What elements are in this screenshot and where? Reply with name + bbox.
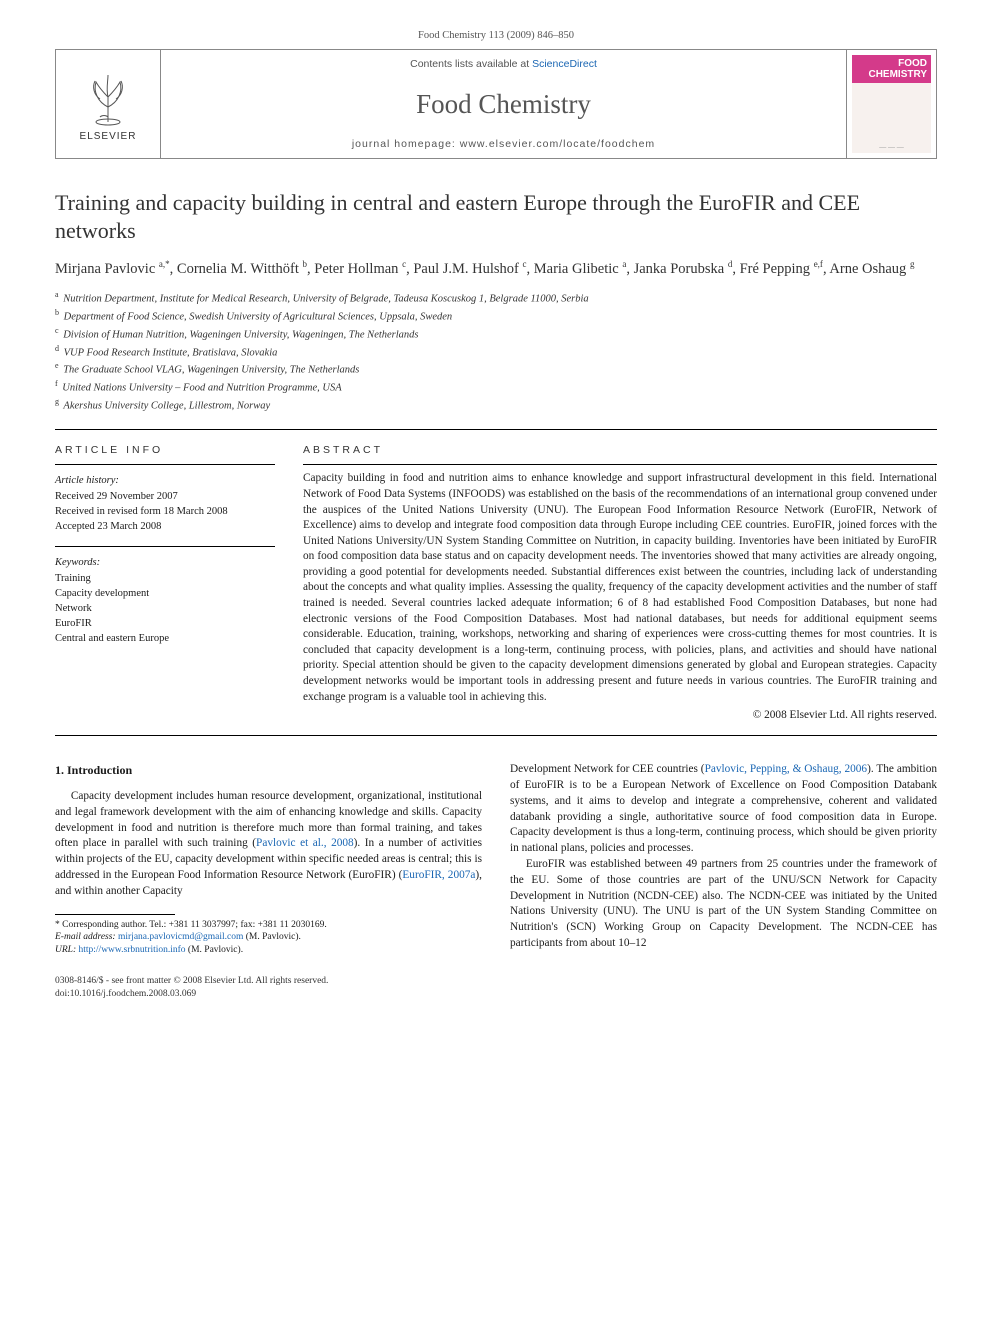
body-paragraph: EuroFIR was established between 49 partn… bbox=[510, 857, 937, 952]
keyword: Central and eastern Europe bbox=[55, 631, 275, 646]
affiliation: c Division of Human Nutrition, Wageninge… bbox=[55, 325, 937, 343]
sciencedirect-link[interactable]: ScienceDirect bbox=[532, 58, 597, 70]
citation-link[interactable]: Pavlovic et al., 2008 bbox=[256, 837, 354, 849]
footnote-block: * Corresponding author. Tel.: +381 11 30… bbox=[55, 919, 482, 957]
url-attribution: (M. Pavlovic). bbox=[188, 945, 243, 955]
journal-homepage-line: journal homepage: www.elsevier.com/locat… bbox=[352, 138, 655, 150]
affiliation-list: a Nutrition Department, Institute for Me… bbox=[55, 289, 937, 413]
abstract-copyright: © 2008 Elsevier Ltd. All rights reserved… bbox=[303, 709, 937, 721]
history-received: Received 29 November 2007 bbox=[55, 489, 275, 504]
doi-line: doi:10.1016/j.foodchem.2008.03.069 bbox=[55, 988, 937, 1001]
publisher-label: ELSEVIER bbox=[80, 131, 137, 142]
publisher-block: ELSEVIER bbox=[56, 50, 161, 158]
body-paragraph: Development Network for CEE countries (P… bbox=[510, 762, 937, 857]
citation-link[interactable]: Pavlovic, Pepping, & Oshaug, 2006 bbox=[705, 763, 868, 775]
corresponding-email-link[interactable]: mirjana.pavlovicmd@gmail.com bbox=[118, 932, 243, 942]
affiliation: g Akershus University College, Lillestro… bbox=[55, 396, 937, 414]
keyword: EuroFIR bbox=[55, 616, 275, 631]
body-text: Development Network for CEE countries ( bbox=[510, 763, 705, 775]
affiliation: e The Graduate School VLAG, Wageningen U… bbox=[55, 360, 937, 378]
page-footer: 0308-8146/$ - see front matter © 2008 El… bbox=[55, 975, 937, 1001]
homepage-prefix: journal homepage: bbox=[352, 138, 460, 150]
elsevier-tree-icon bbox=[78, 67, 138, 127]
contents-prefix: Contents lists available at bbox=[410, 58, 532, 70]
article-info-heading: ARTICLE INFO bbox=[55, 444, 275, 456]
email-label: E-mail address: bbox=[55, 932, 116, 942]
affiliation: d VUP Food Research Institute, Bratislav… bbox=[55, 343, 937, 361]
affiliation: b Department of Food Science, Swedish Un… bbox=[55, 307, 937, 325]
section-1-heading: 1. Introduction bbox=[55, 762, 482, 779]
article-title: Training and capacity building in centra… bbox=[55, 189, 937, 244]
body-paragraph: Capacity development includes human reso… bbox=[55, 789, 482, 900]
history-accepted: Accepted 23 March 2008 bbox=[55, 519, 275, 534]
issn-line: 0308-8146/$ - see front matter © 2008 El… bbox=[55, 975, 937, 988]
abstract-text: Capacity building in food and nutrition … bbox=[303, 471, 937, 705]
citation-link[interactable]: EuroFIR, 2007a bbox=[402, 869, 475, 881]
body-text: ). The ambition of EuroFIR is to be a Eu… bbox=[510, 763, 937, 854]
keywords-block: Keywords: Training Capacity development … bbox=[55, 553, 275, 654]
body-columns: 1. Introduction Capacity development inc… bbox=[55, 762, 937, 957]
keyword: Capacity development bbox=[55, 586, 275, 601]
cover-word-2: CHEMISTRY bbox=[856, 69, 927, 80]
keywords-label: Keywords: bbox=[55, 555, 275, 570]
cover-word-1: FOOD bbox=[856, 58, 927, 69]
keyword: Training bbox=[55, 571, 275, 586]
email-attribution: (M. Pavlovic). bbox=[246, 932, 301, 942]
affiliation: f United Nations University – Food and N… bbox=[55, 378, 937, 396]
abstract-heading: ABSTRACT bbox=[303, 444, 937, 456]
journal-cover-thumb: FOOD CHEMISTRY — — — bbox=[846, 50, 936, 158]
history-label: Article history: bbox=[55, 473, 275, 488]
article-history: Article history: Received 29 November 20… bbox=[55, 471, 275, 542]
journal-banner: ELSEVIER Contents lists available at Sci… bbox=[55, 49, 937, 159]
running-head: Food Chemistry 113 (2009) 846–850 bbox=[55, 30, 937, 41]
keyword: Network bbox=[55, 601, 275, 616]
corresponding-url-link[interactable]: http://www.srbnutrition.info bbox=[79, 945, 186, 955]
author-list: Mirjana Pavlovic a,*, Cornelia M. Witthö… bbox=[55, 258, 937, 279]
corresponding-author-note: * Corresponding author. Tel.: +381 11 30… bbox=[55, 919, 482, 932]
url-label: URL: bbox=[55, 945, 76, 955]
contents-available-line: Contents lists available at ScienceDirec… bbox=[410, 58, 597, 70]
journal-name: Food Chemistry bbox=[416, 89, 591, 120]
history-revised: Received in revised form 18 March 2008 bbox=[55, 504, 275, 519]
homepage-url[interactable]: www.elsevier.com/locate/foodchem bbox=[460, 138, 655, 150]
affiliation: a Nutrition Department, Institute for Me… bbox=[55, 289, 937, 307]
